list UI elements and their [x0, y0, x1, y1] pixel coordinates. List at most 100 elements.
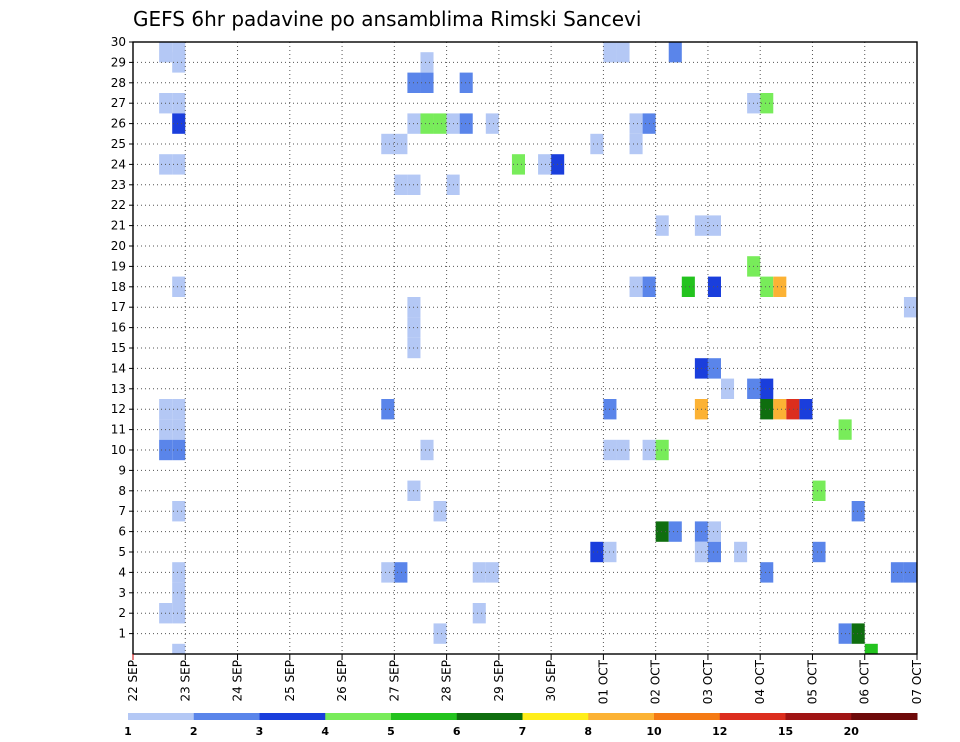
precip-cell [420, 72, 434, 93]
colorbar-swatch [128, 713, 195, 720]
colorbar-swatch [588, 713, 655, 720]
y-tick-label: 17 [111, 300, 126, 314]
precip-cell [433, 113, 447, 134]
colorbar-label: 8 [584, 725, 592, 738]
x-tick-label: 26 SEP [335, 660, 349, 702]
y-tick-label: 12 [111, 402, 126, 416]
x-tick-label: 25 SEP [283, 660, 297, 702]
y-tick-label: 27 [111, 96, 126, 110]
precipitation-cells [159, 42, 917, 654]
precip-cell [381, 399, 395, 420]
y-tick-label: 19 [111, 259, 126, 273]
precip-cell [590, 133, 604, 155]
precip-cell [864, 643, 878, 654]
precip-cell [538, 154, 552, 175]
precip-cell [903, 562, 917, 583]
precip-cell [394, 562, 408, 583]
precip-cell [616, 439, 630, 461]
colorbar-label: 3 [256, 725, 264, 738]
precip-cell [433, 623, 447, 644]
colorbar-swatch [325, 713, 392, 720]
y-tick-label: 4 [118, 565, 126, 579]
precip-cell [668, 42, 682, 63]
precip-cell [707, 541, 721, 563]
precip-cell [812, 541, 826, 563]
y-tick-label: 18 [111, 280, 126, 294]
colorbar-swatch [654, 713, 721, 720]
precip-cell [172, 603, 186, 624]
precip-cell [629, 276, 643, 297]
chart-title: GEFS 6hr padavine po ansamblima Rimski S… [133, 7, 641, 31]
precip-cell [603, 42, 617, 63]
precip-cell [903, 297, 917, 318]
y-tick-label: 26 [111, 117, 126, 131]
colorbar-swatch [785, 713, 852, 720]
x-tick-label: 28 SEP [440, 660, 454, 702]
colorbar-label: 2 [190, 725, 198, 738]
precip-cell [629, 113, 643, 134]
precip-cell [707, 276, 721, 297]
y-tick-label: 7 [118, 504, 126, 518]
precip-cell [668, 521, 682, 542]
x-tick-label: 24 SEP [231, 660, 245, 702]
y-tick-label: 25 [111, 137, 126, 151]
colorbar-label: 15 [778, 725, 793, 738]
y-tick-label: 24 [111, 157, 126, 171]
colorbar-swatch [193, 713, 260, 720]
x-tick-label: 22 SEP [126, 660, 140, 702]
y-tick-label: 20 [111, 239, 126, 253]
precip-cell [172, 562, 186, 583]
precip-cell [851, 501, 865, 522]
precip-cell [655, 215, 669, 236]
x-tick-label: 06 OCT [858, 659, 872, 704]
x-tick-label: 02 OCT [649, 659, 663, 704]
y-tick-label: 16 [111, 321, 126, 335]
precip-cell [760, 276, 774, 297]
y-tick-label: 29 [111, 55, 126, 69]
precip-cell [760, 562, 774, 583]
precip-cell [433, 501, 447, 522]
precip-cell [459, 72, 473, 93]
precip-cell [655, 439, 669, 461]
y-tick-label: 3 [118, 586, 126, 600]
precip-cell [485, 562, 499, 583]
colorbar-swatch [719, 713, 786, 720]
colorbar-label: 6 [453, 725, 461, 738]
y-tick-label: 1 [118, 627, 126, 641]
precip-cell [172, 154, 186, 175]
colorbar-swatch [456, 713, 523, 720]
precip-cell [172, 113, 186, 134]
y-tick-label: 10 [111, 443, 126, 457]
y-tick-label: 23 [111, 178, 126, 192]
x-tick-label: 03 OCT [701, 659, 715, 704]
colorbar-label: 4 [321, 725, 329, 738]
precip-cell [760, 399, 774, 420]
y-tick-label: 15 [111, 341, 126, 355]
precip-cell [381, 133, 395, 155]
x-tick-label: 30 SEP [544, 660, 558, 702]
colorbar-label: 20 [844, 725, 860, 738]
precip-cell [420, 52, 434, 73]
precip-cell [707, 215, 721, 236]
precip-cell [394, 174, 408, 195]
colorbar-label: 5 [387, 725, 395, 738]
colorbar-label: 10 [646, 725, 662, 738]
precip-cell [472, 603, 486, 624]
y-tick-label: 30 [111, 35, 126, 49]
precip-cell [172, 643, 186, 654]
precip-cell [172, 276, 186, 297]
y-tick-label: 11 [111, 423, 126, 437]
colorbar-swatch [522, 713, 589, 720]
colorbar-label: 7 [519, 725, 527, 738]
y-axis-ticks: 1234567891011121314151617181920212223242… [111, 35, 133, 641]
x-tick-label: 27 SEP [387, 660, 401, 702]
precip-cell [707, 521, 721, 542]
y-tick-label: 2 [118, 606, 126, 620]
colorbar-swatch [851, 713, 918, 720]
precip-cell [172, 439, 186, 461]
precip-cell [707, 358, 721, 379]
precip-cell [616, 42, 630, 63]
y-tick-label: 14 [111, 361, 126, 375]
y-tick-label: 28 [111, 76, 126, 90]
